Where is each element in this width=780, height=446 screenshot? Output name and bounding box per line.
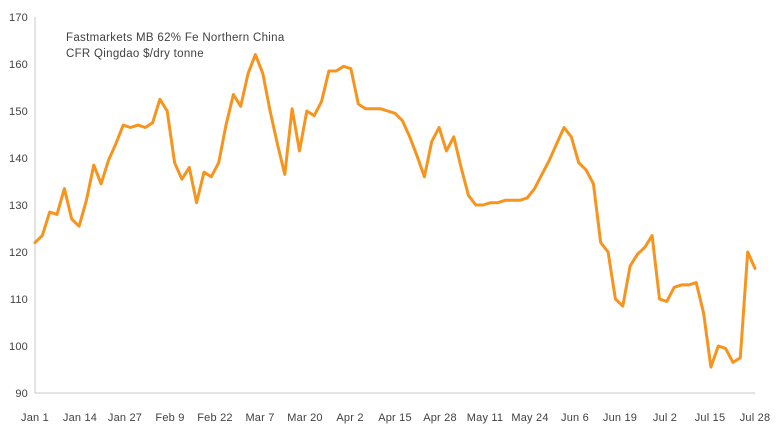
- y-axis-label: 90: [15, 388, 28, 400]
- x-axis-label: Mar 20: [287, 412, 322, 424]
- x-axis-label: Jan 1: [21, 412, 49, 424]
- y-axis-label: 170: [9, 12, 28, 24]
- y-axis-label: 120: [9, 247, 28, 259]
- x-axis-label: Apr 28: [423, 412, 457, 424]
- x-axis-label: Jul 2: [653, 412, 677, 424]
- y-axis-label: 100: [9, 341, 28, 353]
- price-line-series: [33, 53, 757, 369]
- x-axis-label: Jul 28: [740, 412, 771, 424]
- x-axis-label: Jan 27: [108, 412, 142, 424]
- y-axis-label: 130: [9, 200, 28, 212]
- x-axis-label: Jun 19: [603, 412, 637, 424]
- y-axis-label: 160: [9, 59, 28, 71]
- y-axis-label: 140: [9, 153, 28, 165]
- x-axis-label: Jul 15: [695, 412, 726, 424]
- x-axis-label: Apr 2: [336, 412, 363, 424]
- x-axis-label: May 11: [467, 412, 503, 424]
- x-axis-label: Mar 7: [245, 412, 274, 424]
- chart-title-line1: Fastmarkets MB 62% Fe Northern China: [66, 32, 285, 44]
- x-axis-label: Jun 6: [561, 412, 589, 424]
- y-axis-label: 110: [10, 294, 28, 306]
- chart-title: Fastmarkets MB 62% Fe Northern China CFR…: [66, 30, 285, 62]
- chart-title-line2: CFR Qingdao $/dry tonne: [66, 48, 204, 60]
- x-axis-label: Apr 15: [378, 412, 412, 424]
- y-axis-label: 150: [9, 106, 28, 118]
- x-axis-label: Jan 14: [63, 412, 97, 424]
- x-axis-label: Feb 22: [197, 412, 232, 424]
- x-axis-label: May 24: [511, 412, 548, 424]
- x-axis-label: Feb 9: [155, 412, 184, 424]
